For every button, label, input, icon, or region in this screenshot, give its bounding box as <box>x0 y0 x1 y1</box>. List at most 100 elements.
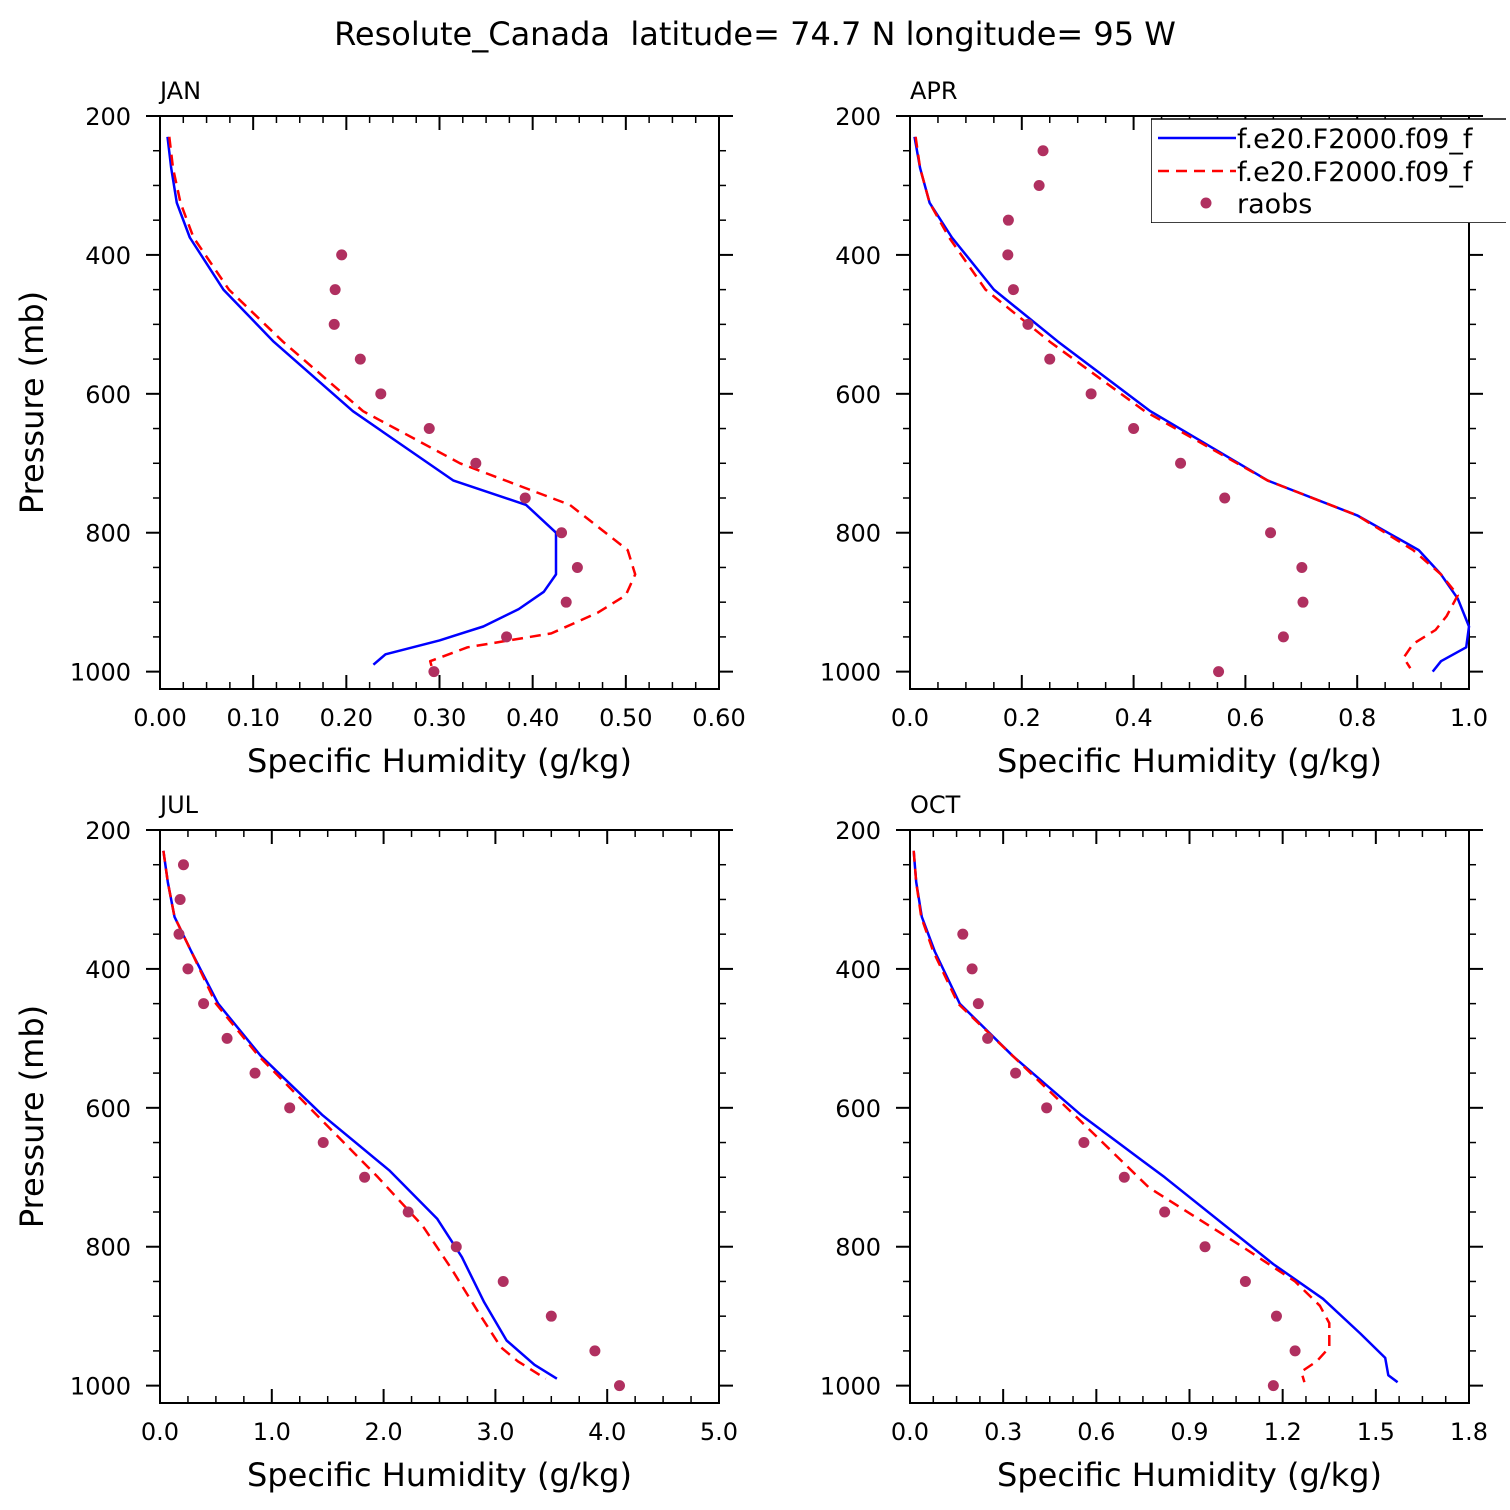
apr-xtick-label: 0.4 <box>1115 704 1153 732</box>
oct-raobs-point <box>1078 1137 1090 1149</box>
apr-xtick-label: 0.6 <box>1226 704 1264 732</box>
jul-xtick-label: 2.0 <box>365 1418 403 1446</box>
jul-series-dashed <box>162 850 547 1380</box>
jan-series-solid <box>166 136 558 666</box>
oct-raobs-point <box>982 1032 994 1044</box>
jul-raobs-point <box>497 1275 509 1287</box>
jan-raobs-point <box>354 353 366 365</box>
panel-jul: 0.0 1.0 2.0 3.0 4.0 5.0 200 400 600 800 1000 JUL Spe… <box>13 791 738 1494</box>
oct-ytick-label: 400 <box>835 956 881 984</box>
jan-yaxis-label: Pressure (mb) <box>13 291 51 514</box>
jan-raobs-point <box>329 284 341 296</box>
apr-xtick-label: 0.8 <box>1338 704 1376 732</box>
jan-xtick-label: 0.30 <box>413 704 466 732</box>
jan-raobs-point <box>328 318 340 330</box>
page-title: Resolute_Canada latitude= 74.7 N longitu… <box>334 15 1176 53</box>
jul-raobs-point <box>173 928 185 940</box>
apr-raobs-point <box>1213 666 1225 678</box>
oct-plot-frame <box>909 829 1470 1404</box>
apr-raobs-point <box>1085 388 1097 400</box>
jul-ytick-label: 600 <box>85 1095 131 1123</box>
jan-raobs-point <box>375 388 387 400</box>
jan-xtick-label: 0.10 <box>226 704 279 732</box>
apr-ytick-label: 800 <box>835 520 881 548</box>
oct-raobs-point <box>1199 1241 1211 1253</box>
jul-xtick-label: 1.0 <box>253 1418 291 1446</box>
apr-xtick-label: 1.0 <box>1450 704 1488 732</box>
apr-xtick-label: 0.0 <box>891 704 929 732</box>
oct-series-solid <box>912 850 1399 1384</box>
legend-swatch-raobs <box>1200 197 1212 209</box>
jul-xtick-label: 5.0 <box>700 1418 738 1446</box>
jan-ytick-label: 800 <box>85 520 131 548</box>
jan-raobs-point <box>519 492 531 504</box>
jul-ytick-label: 1000 <box>70 1373 131 1401</box>
jul-xaxis-label: Specific Humidity (g/kg) <box>247 1456 632 1494</box>
apr-panel-title: APR <box>910 77 958 105</box>
panels: 0.00 0.10 0.20 0.30 0.40 0.50 0.60 200 400 600 800… <box>13 77 1488 1494</box>
jan-raobs-point <box>423 423 435 435</box>
oct-ytick-label: 1000 <box>820 1373 881 1401</box>
oct-raobs-point <box>1159 1206 1171 1218</box>
oct-ytick-label: 200 <box>835 817 881 845</box>
oct-raobs-point <box>1041 1102 1053 1114</box>
jan-xaxis-label: Specific Humidity (g/kg) <box>247 742 632 780</box>
jul-yaxis-label: Pressure (mb) <box>13 1005 51 1228</box>
oct-xtick-label: 0.6 <box>1077 1418 1115 1446</box>
apr-raobs-point <box>1044 353 1056 365</box>
jul-raobs-point <box>317 1137 329 1149</box>
oct-raobs-point <box>1267 1380 1279 1392</box>
jan-raobs-point <box>556 527 568 539</box>
apr-raobs-point <box>1002 249 1014 261</box>
jul-raobs-point <box>249 1067 261 1079</box>
apr-xtick-label: 0.2 <box>1003 704 1041 732</box>
jan-xtick-label: 0.60 <box>692 704 745 732</box>
jan-series-dashed <box>168 136 637 672</box>
oct-raobs-point <box>1289 1345 1301 1357</box>
oct-xtick-label: 1.2 <box>1264 1418 1302 1446</box>
apr-ytick-label: 400 <box>835 242 881 270</box>
apr-raobs-point <box>1175 457 1187 469</box>
jul-ytick-label: 400 <box>85 956 131 984</box>
jan-ytick-label: 400 <box>85 242 131 270</box>
apr-series-dashed <box>914 136 1460 669</box>
jan-ytick-label: 600 <box>85 381 131 409</box>
oct-xtick-label: 0.9 <box>1170 1418 1208 1446</box>
jul-ytick-label: 800 <box>85 1234 131 1262</box>
panel-oct: 0.0 0.3 0.6 0.9 1.2 1.5 1.8 200 400 600 800 1000 OCT… <box>820 791 1488 1494</box>
jul-raobs-point <box>284 1102 296 1114</box>
apr-xaxis-label: Specific Humidity (g/kg) <box>997 742 1382 780</box>
apr-ytick-label: 600 <box>835 381 881 409</box>
jul-xtick-label: 3.0 <box>476 1418 514 1446</box>
jul-panel-title: JUL <box>158 791 199 819</box>
jul-raobs-point <box>177 859 189 871</box>
jul-xtick-label: 0.0 <box>141 1418 179 1446</box>
oct-xaxis-label: Specific Humidity (g/kg) <box>997 1456 1382 1494</box>
legend-label-solid: f.e20.F2000.f09_f <box>1237 124 1474 155</box>
panel-jan: 0.00 0.10 0.20 0.30 0.40 0.50 0.60 200 400 600 800… <box>13 77 746 780</box>
jul-plot-frame <box>159 829 720 1404</box>
oct-raobs-point <box>972 998 984 1010</box>
oct-raobs-point <box>957 928 969 940</box>
jul-raobs-point <box>182 963 194 975</box>
oct-ytick-label: 800 <box>835 1234 881 1262</box>
jul-raobs-point <box>450 1241 462 1253</box>
jul-raobs-point <box>221 1032 233 1044</box>
jan-plot-frame <box>159 115 720 690</box>
jul-raobs-point <box>545 1310 557 1322</box>
apr-raobs-point <box>1265 527 1277 539</box>
apr-raobs-point <box>1033 179 1045 191</box>
jan-panel-title: JAN <box>158 77 201 105</box>
apr-raobs-point <box>1007 284 1019 296</box>
jul-raobs-point <box>402 1206 414 1218</box>
oct-xtick-label: 0.3 <box>984 1418 1022 1446</box>
oct-xtick-label: 0.0 <box>891 1418 929 1446</box>
jul-ytick-label: 200 <box>85 817 131 845</box>
jul-raobs-point <box>589 1345 601 1357</box>
oct-raobs-point <box>1270 1310 1282 1322</box>
apr-raobs-point <box>1277 631 1289 643</box>
jul-raobs-point <box>198 998 210 1010</box>
apr-raobs-point <box>1002 214 1014 226</box>
jan-xtick-label: 0.20 <box>320 704 373 732</box>
